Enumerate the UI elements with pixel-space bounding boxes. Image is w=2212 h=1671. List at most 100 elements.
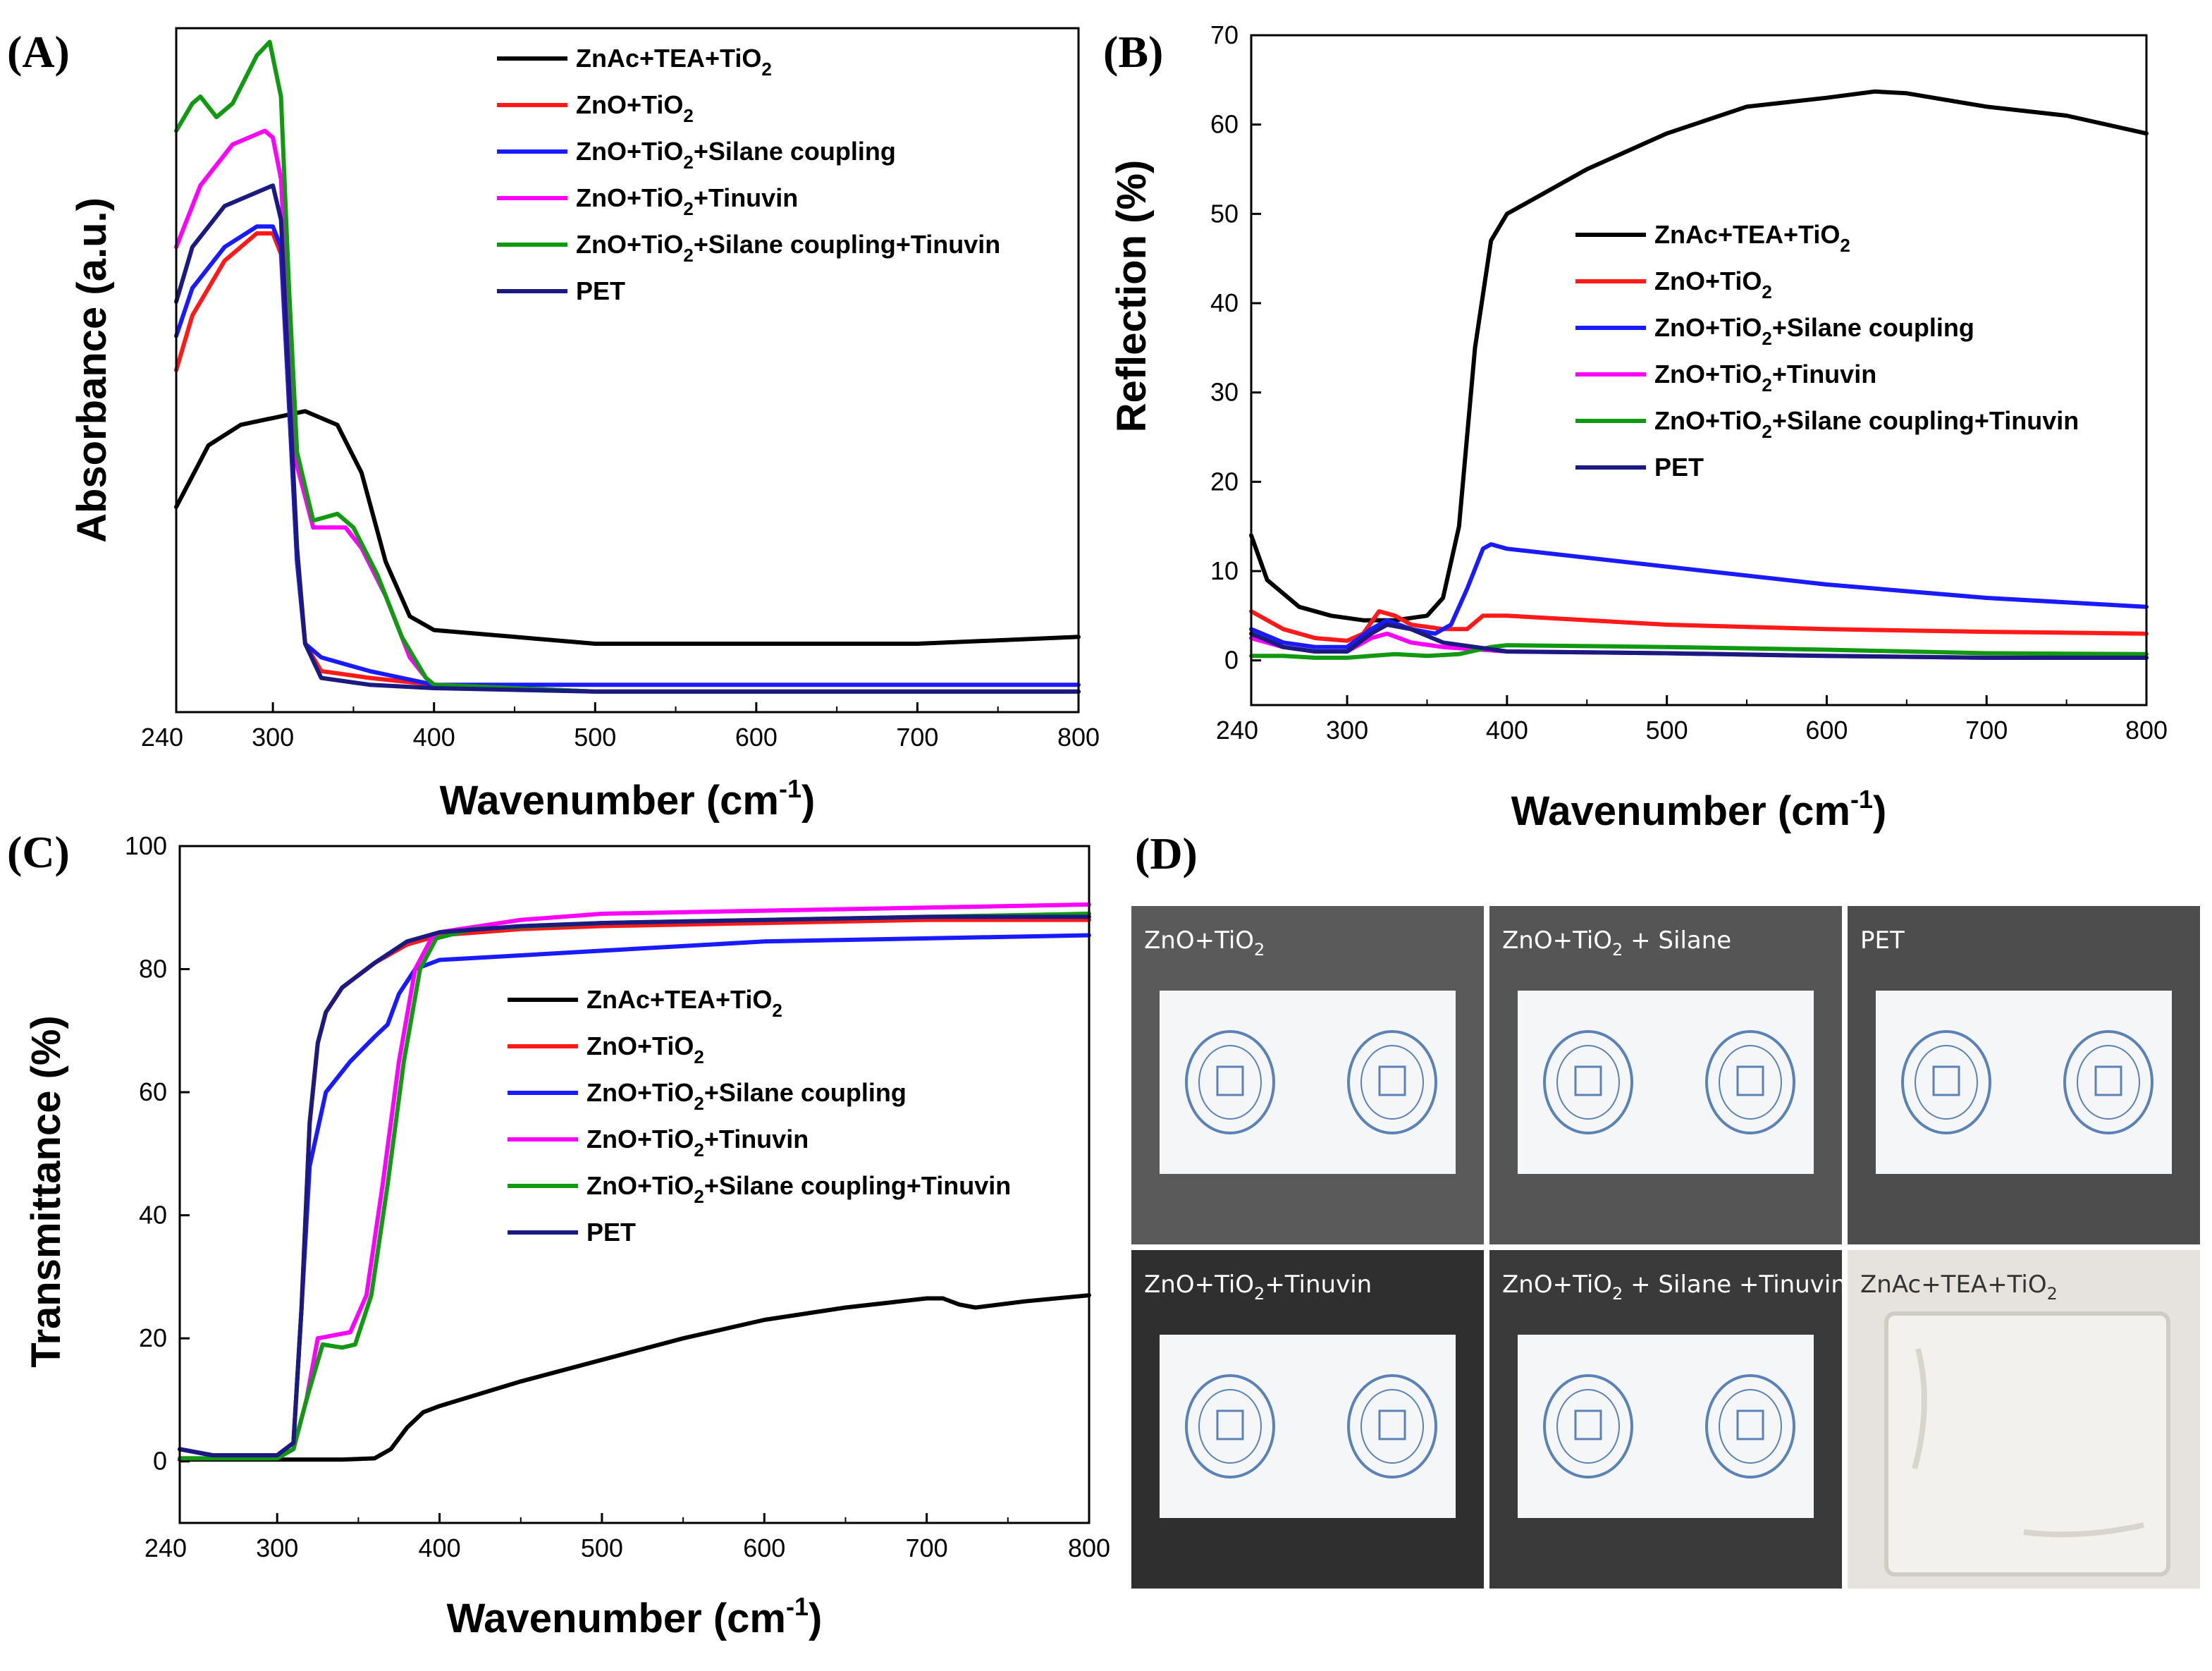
- chart-b: (B) 240 300 400 500 600 700 800 0 10 20 30 40 50 60 70 R…: [1103, 20, 2168, 834]
- legend-entry: ZnO+TiO2+Tinuvin: [1654, 360, 1876, 396]
- legend-text: ZnO+TiO: [586, 1171, 694, 1200]
- seal-ring: [1705, 1374, 1795, 1479]
- legend-text: ZnO+TiO: [1654, 267, 1762, 295]
- photo-label: ZnO+TiO2+Tinuvin: [1144, 1271, 1372, 1304]
- legend-text: ZnO+TiO: [586, 1125, 694, 1153]
- legend-entry: ZnAc+TEA+TiO2: [586, 985, 782, 1021]
- x-tick-label: 400: [413, 723, 455, 752]
- seal-icon: [1705, 1030, 1795, 1134]
- x-tick-label: 700: [906, 1534, 948, 1562]
- y-tick-label: 40: [139, 1201, 167, 1230]
- panel-label-a: (A): [7, 27, 70, 77]
- series-line-2: [174, 224, 1081, 687]
- x-tick-label: 240: [1216, 716, 1258, 745]
- legend-sub: 2: [683, 245, 693, 266]
- seal-ring: [1347, 1374, 1437, 1479]
- x-axis-label: Wavenumber (cm-1): [440, 774, 816, 824]
- x-tick-label: 800: [1068, 1534, 1110, 1562]
- series-line-0: [1249, 89, 2149, 623]
- legend-text: PET: [586, 1218, 636, 1247]
- coating-streak: [1912, 1348, 2144, 1538]
- photo-label-sub: 2: [1612, 940, 1623, 960]
- y-tick-label: 60: [139, 1077, 167, 1106]
- legend-entry: PET: [576, 276, 625, 305]
- series-line-1: [1249, 609, 2149, 643]
- x-label-close: ): [1873, 788, 1886, 834]
- seal-building: [2094, 1065, 2122, 1096]
- seal-building: [1216, 1065, 1244, 1096]
- legend-rest: +Silane coupling+Tinuvin: [694, 230, 1000, 259]
- photo-label-text: ZnAc+TEA+TiO: [1860, 1271, 2047, 1299]
- legend-entry: PET: [586, 1218, 636, 1247]
- y-tick-label: 20: [1210, 467, 1239, 496]
- legend-entry: ZnO+TiO2: [1654, 267, 1772, 302]
- paper-sheet: [1876, 991, 2172, 1174]
- x-tick-label: 240: [145, 1534, 187, 1562]
- seal-ring: [2063, 1030, 2153, 1134]
- legend-sub: 2: [683, 152, 693, 173]
- paper-sheet: [1518, 991, 1814, 1174]
- photo-label: ZnO+TiO2: [1144, 926, 1265, 960]
- seal-inner-ring: [1360, 1045, 1424, 1120]
- legend-entry: ZnO+TiO2+Silane coupling: [576, 137, 896, 173]
- x-tick-label: 240: [141, 723, 183, 752]
- photo-label: PET: [1860, 926, 1905, 955]
- legend-text: ZnO+TiO: [586, 1078, 694, 1107]
- legend-entry: ZnO+TiO2: [576, 90, 694, 126]
- legend-entry: ZnO+TiO2+Silane coupling+Tinuvin: [576, 230, 1000, 266]
- y-tick-label: 100: [125, 831, 167, 860]
- y-tick-label: 10: [1210, 556, 1239, 585]
- x-label-close: ): [801, 778, 815, 824]
- seal-building: [1574, 1065, 1602, 1096]
- seal-icon: [1543, 1374, 1633, 1479]
- series-line-3: [174, 128, 1081, 694]
- photo-label-rest: + Silane: [1623, 926, 1731, 955]
- photo-label-text: ZnO+TiO: [1144, 926, 1254, 955]
- seal-icon: [1705, 1374, 1795, 1479]
- legend-text: ZnO+TiO: [1654, 406, 1762, 435]
- seal-ring: [1185, 1374, 1275, 1479]
- seal-icon: [1901, 1030, 1991, 1134]
- legend-entry: ZnO+TiO2+Silane coupling+Tinuvin: [1654, 406, 2079, 442]
- seal-ring: [1705, 1030, 1795, 1134]
- panel-label-c: (C): [7, 827, 70, 877]
- legend-text: ZnAc+TEA+TiO: [576, 44, 761, 73]
- legend-text: PET: [576, 276, 625, 305]
- plot-frame: [175, 27, 1080, 714]
- seal-inner-ring: [2077, 1045, 2140, 1120]
- legend-entry: ZnO+TiO2+Silane coupling: [586, 1078, 907, 1114]
- y-tick-label: 30: [1210, 378, 1239, 407]
- series-line-5: [1249, 623, 2149, 660]
- photo-cell: ZnO+TiO2 + Silane +Tinuvin: [1489, 1250, 1846, 1589]
- x-label-sup: -1: [786, 1592, 809, 1621]
- x-tick-label: 500: [581, 1534, 623, 1562]
- x-tick-label: 600: [735, 723, 778, 752]
- x-label-sup: -1: [1850, 785, 1873, 814]
- photo-grid: ZnO+TiO2 ZnO+TiO2 + Silane PETZnO+TiO2+Tin…: [1131, 906, 2200, 1589]
- photo-cell: ZnO+TiO2 + Silane: [1489, 906, 1842, 1244]
- paper-sheet: [1160, 1335, 1456, 1518]
- photo-label-sub: 2: [1254, 940, 1265, 960]
- x-tick-label: 700: [1965, 716, 2008, 745]
- x-tick-label: 800: [2125, 716, 2168, 745]
- seal-inner-ring: [1556, 1389, 1620, 1464]
- y-axis-label: Transmittance (%): [23, 1015, 69, 1368]
- x-tick-label: 700: [896, 723, 938, 752]
- seal-ring: [1185, 1030, 1275, 1134]
- series-line-4: [1249, 643, 2149, 660]
- paper-sheet: [1518, 1335, 1814, 1518]
- photo-label-text: ZnO+TiO: [1502, 926, 1612, 955]
- legend-sub: 2: [683, 198, 693, 219]
- seal-icon: [1185, 1030, 1275, 1134]
- y-tick-label: 0: [1224, 646, 1239, 675]
- series-line-5: [174, 183, 1081, 694]
- x-tick-label: 400: [1486, 716, 1528, 745]
- legend-rest: +Silane coupling: [1772, 313, 1974, 342]
- seal-inner-ring: [1915, 1045, 1978, 1120]
- photo-label-text: ZnO+TiO: [1144, 1271, 1254, 1299]
- seal-inner-ring: [1719, 1389, 1782, 1464]
- series-line-2: [1249, 542, 2149, 649]
- legend-text: ZnO+TiO: [576, 137, 683, 166]
- y-tick-label: 50: [1210, 199, 1239, 228]
- series-line-0: [178, 1293, 1091, 1462]
